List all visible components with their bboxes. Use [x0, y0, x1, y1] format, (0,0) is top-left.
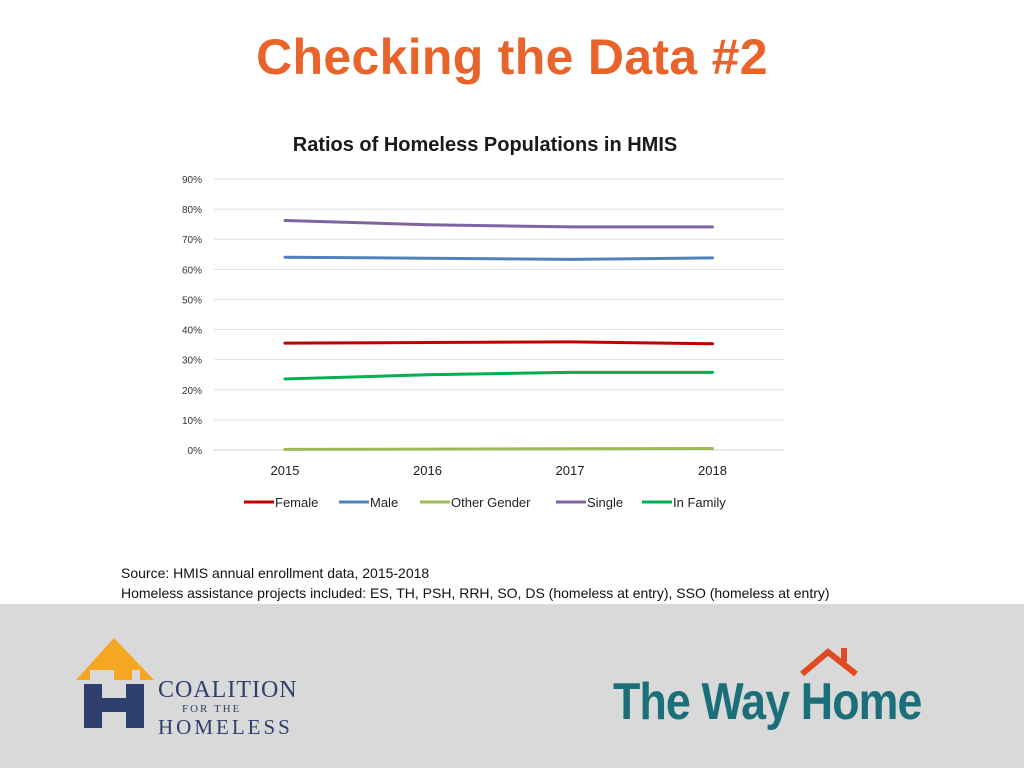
x-tick-label: 2017 — [556, 463, 585, 478]
legend-label: Female — [275, 495, 318, 510]
series-line-in-family — [283, 370, 714, 381]
line-chart: 0% 10% 20% 30% 40% 50% 60% 70% 80% 90% 2015 2016 201… — [182, 175, 784, 510]
roof-icon — [800, 648, 858, 677]
series-line-male — [283, 255, 714, 261]
y-tick-label: 30% — [182, 356, 202, 367]
chart-title: Ratios of Homeless Populations in HMIS — [292, 134, 678, 156]
coalition-logo-text: COALITION FOR THE HOMELESS — [158, 678, 298, 738]
y-tick-label: 60% — [182, 265, 202, 276]
x-tick-label: 2015 — [271, 463, 300, 478]
y-tick-label: 80% — [182, 205, 202, 216]
y-tick-label: 10% — [182, 416, 202, 427]
source-line-2: Homeless assistance projects included: E… — [121, 585, 830, 601]
legend-label: Male — [370, 495, 398, 510]
y-tick-label: 50% — [182, 295, 202, 306]
series-line-single — [283, 219, 714, 229]
coalition-line-3: HOMELESS — [158, 715, 293, 739]
y-tick-label: 40% — [182, 326, 202, 337]
footer-band: COALITION FOR THE HOMELESS The Way Home — [0, 604, 1024, 768]
series-line-female — [283, 340, 714, 346]
y-tick-label: 20% — [182, 386, 202, 397]
the-way-home-logo: The Way Home — [613, 673, 922, 731]
y-tick-label: 70% — [182, 235, 202, 246]
slide-title: Checking the Data #2 — [256, 29, 768, 85]
y-tick-label: 0% — [188, 446, 203, 457]
x-tick-label: 2016 — [413, 463, 442, 478]
coalition-line-1: COALITION — [158, 677, 298, 703]
coalition-line-2: FOR THE — [182, 703, 242, 715]
y-tick-label: 90% — [182, 175, 202, 186]
legend-label: In Family — [673, 495, 726, 510]
source-note: Source: HMIS annual enrollment data, 201… — [121, 563, 830, 603]
legend-label: Single — [587, 495, 623, 510]
x-tick-label: 2018 — [698, 463, 727, 478]
legend-label: Other Gender — [451, 495, 531, 510]
coalition-house-icon — [76, 638, 154, 728]
series-line-other-gender — [283, 446, 714, 451]
source-line-1: Source: HMIS annual enrollment data, 201… — [121, 565, 430, 581]
